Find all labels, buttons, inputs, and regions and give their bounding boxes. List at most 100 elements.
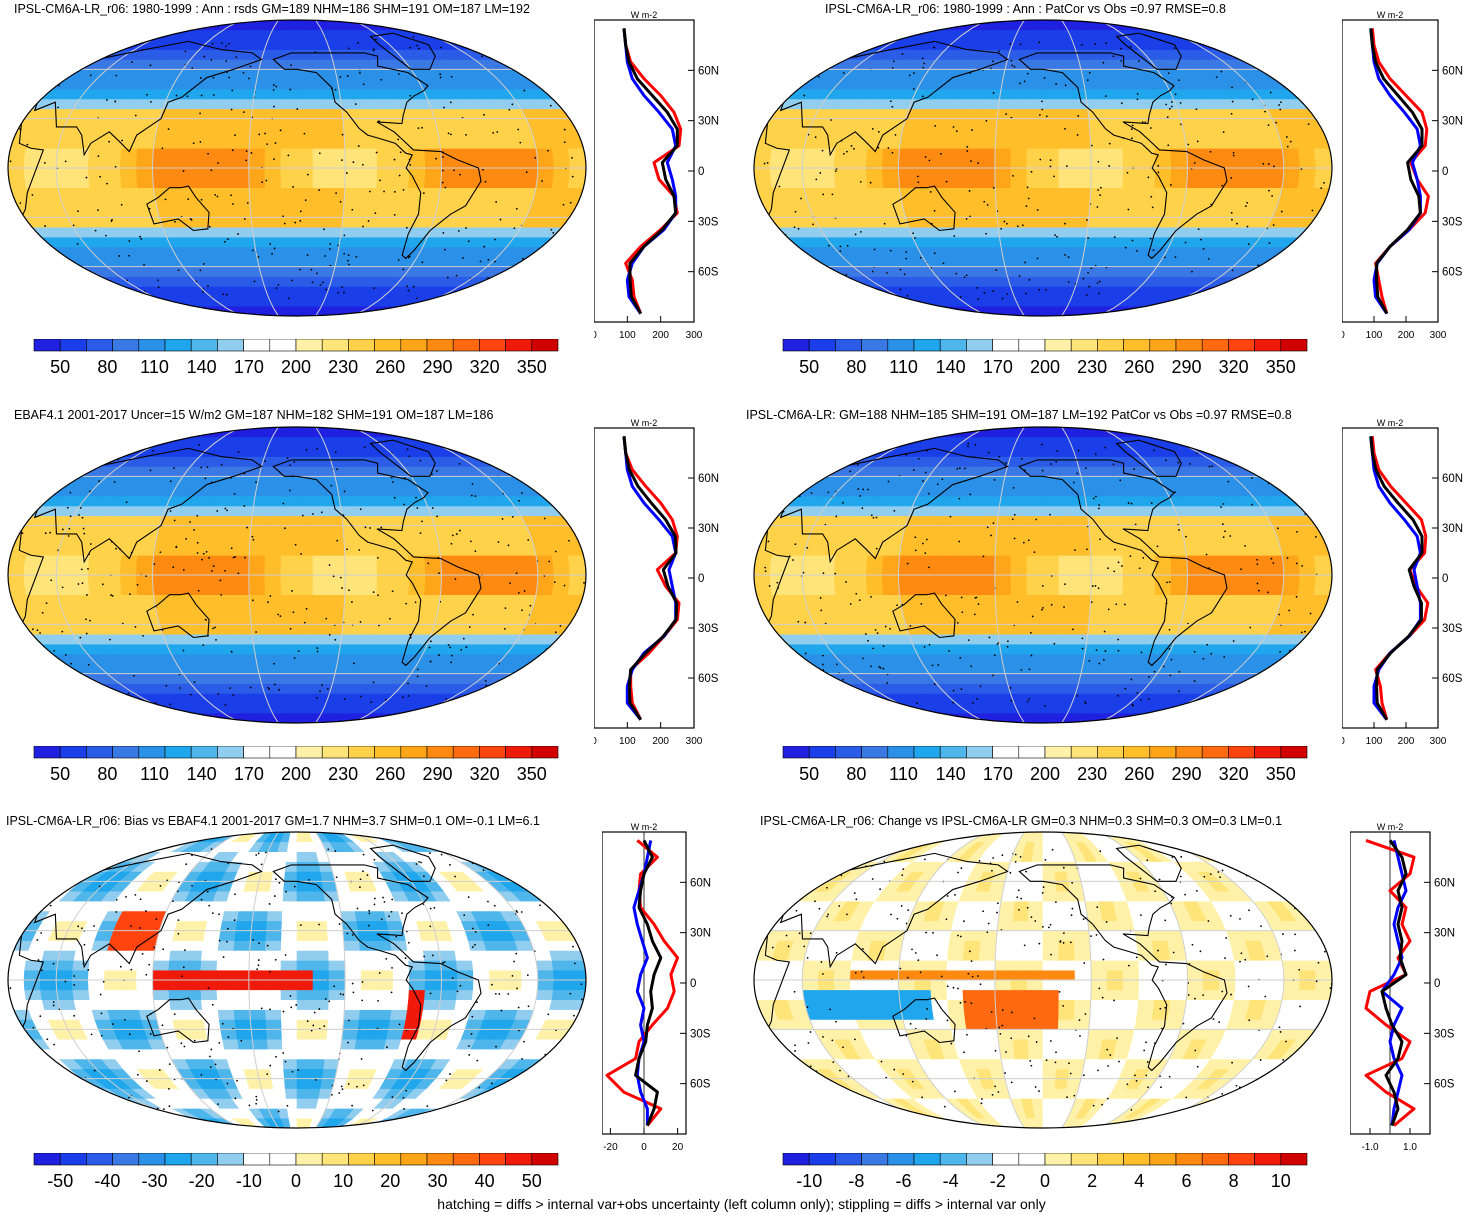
map-cell	[1121, 187, 1139, 198]
stipple-dot	[406, 285, 408, 288]
stipple-dot	[200, 94, 203, 97]
map-cell	[1170, 167, 1188, 179]
colorbar-swatch	[374, 746, 402, 759]
map-cell	[914, 574, 932, 586]
map-cell	[104, 167, 122, 179]
stipple-dot	[1043, 77, 1046, 79]
stipple-dot	[995, 269, 998, 271]
stipple-dot	[1184, 241, 1187, 244]
map-cell	[1167, 604, 1186, 615]
map-cell	[264, 187, 282, 198]
map-cell	[371, 108, 390, 119]
map-cell	[1030, 673, 1044, 684]
map-cell	[1057, 624, 1074, 635]
stipple-dot	[44, 225, 46, 227]
stipple-dot	[202, 552, 205, 555]
map-cell	[360, 167, 378, 179]
map-cell	[1265, 584, 1284, 596]
stipple-dot	[1005, 113, 1008, 115]
map-cell	[454, 594, 473, 605]
stipple-dot	[165, 684, 168, 687]
map-cell	[1234, 157, 1253, 169]
map-cell	[55, 564, 73, 576]
map-cell	[359, 138, 377, 149]
map-cell	[1010, 138, 1028, 149]
stipple-dot	[1019, 43, 1022, 46]
stipple-dot	[959, 296, 962, 298]
stipple-dot	[1036, 257, 1039, 260]
map-cell	[249, 604, 267, 615]
map-cell	[1119, 614, 1137, 625]
stipple-dot	[97, 209, 99, 212]
map-field	[754, 20, 1332, 316]
map-cell	[994, 594, 1012, 605]
stipple-dot	[19, 202, 22, 204]
map-cell	[137, 138, 156, 149]
stipple-dot	[1252, 60, 1255, 62]
map-cell	[754, 177, 773, 189]
map-cell	[955, 236, 974, 248]
map-cell	[354, 633, 372, 645]
stipple-dot	[419, 532, 422, 535]
map-cell	[1074, 157, 1092, 169]
map-cell	[1012, 98, 1029, 110]
stipple-dot	[31, 628, 34, 631]
map-cell	[125, 207, 145, 218]
map-cell	[503, 554, 522, 566]
stipple-dot	[983, 200, 986, 203]
stipple-dot	[1080, 44, 1083, 46]
map-cell	[373, 207, 391, 218]
map-cell	[240, 653, 258, 665]
stipple-dot	[877, 146, 880, 149]
stipple-dot	[279, 129, 282, 132]
map-cell	[438, 138, 457, 149]
map-cell	[323, 246, 340, 258]
stipple-dot	[341, 286, 343, 289]
stipple-dot	[275, 287, 278, 290]
map-cell	[266, 515, 283, 526]
map-cell	[422, 138, 441, 149]
stipple-dot	[1055, 83, 1058, 86]
map-cell	[249, 614, 267, 625]
map-cell	[1042, 683, 1056, 694]
map-cell	[281, 226, 298, 238]
stipple-dot	[210, 59, 213, 61]
map-cell	[1042, 187, 1060, 198]
stipple-dot	[318, 189, 321, 192]
stipple-dot	[231, 149, 234, 152]
map-cell	[567, 584, 586, 596]
map-cell	[1054, 59, 1069, 70]
map-cell	[1070, 643, 1087, 655]
colorbar-swatch	[1097, 339, 1124, 352]
map-cell	[869, 702, 905, 714]
stipple-dot	[1010, 59, 1013, 62]
map-cell	[935, 217, 954, 228]
stipple-dot	[149, 64, 152, 67]
colorbar-swatch	[164, 339, 192, 352]
map-cell	[390, 604, 408, 615]
stipple-dot	[552, 231, 555, 234]
map-cell	[296, 633, 313, 645]
map-cell	[1170, 177, 1188, 189]
map-cell	[272, 49, 287, 60]
map-cell	[1031, 39, 1044, 50]
map-cell	[898, 147, 916, 159]
map-cell	[424, 574, 442, 586]
stipple-dot	[1000, 227, 1003, 230]
stipple-dot	[412, 285, 415, 288]
map-cell	[226, 653, 244, 665]
map-cell	[232, 594, 250, 605]
map-cell	[265, 535, 282, 546]
map-cell	[994, 147, 1012, 159]
stipple-dot	[1150, 195, 1153, 198]
stipple-dot	[416, 44, 419, 47]
stipple-dot	[359, 621, 362, 623]
stipple-dot	[1251, 98, 1254, 101]
map-cell	[328, 147, 346, 159]
stipple-dot	[374, 212, 377, 215]
map-cell	[280, 554, 298, 566]
map-cell	[1010, 594, 1028, 605]
map-cell	[1015, 256, 1031, 267]
stipple-dot	[128, 254, 130, 257]
map-cell	[834, 177, 853, 189]
